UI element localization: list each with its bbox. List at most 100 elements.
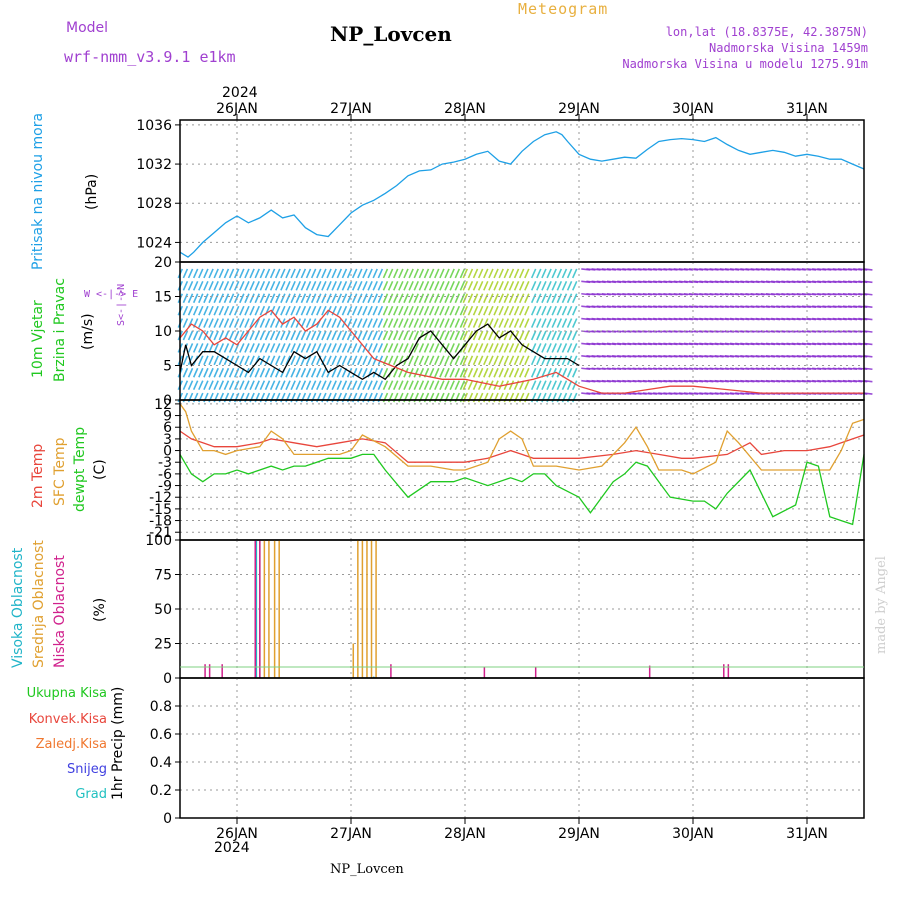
wind-side-label-2: Brzina i Pravac — [52, 278, 68, 382]
wind-barb — [571, 343, 578, 353]
wind-barb — [341, 305, 348, 316]
wind-barb — [418, 293, 425, 304]
wind-barb — [493, 343, 499, 353]
wind-barb — [321, 268, 327, 279]
wind-barb — [198, 343, 204, 353]
wind-barb — [561, 380, 568, 391]
wind-barb — [326, 268, 332, 279]
wind-barb — [498, 305, 504, 316]
wind-barb — [467, 293, 474, 304]
wind-barb — [418, 380, 425, 391]
wind-barb — [367, 305, 373, 316]
wind-barb — [551, 355, 557, 366]
wind-barb — [556, 367, 563, 378]
wind-barb — [508, 293, 515, 304]
wind-barb — [382, 330, 389, 341]
wind-barb — [346, 318, 353, 328]
wind-barb — [254, 318, 260, 328]
wind-barb — [192, 268, 199, 279]
wind-barb — [551, 280, 557, 291]
wind-barb — [524, 380, 530, 391]
wind-barb — [331, 380, 337, 391]
wind-barb — [223, 380, 230, 391]
wind-barb — [428, 330, 435, 341]
wind-barb — [546, 330, 552, 341]
wind-barb — [462, 355, 469, 366]
wind-barb — [290, 268, 296, 279]
wind-barb — [249, 305, 255, 316]
wind-barb — [571, 330, 578, 341]
wind-barb — [264, 380, 271, 391]
wind-barb — [377, 318, 384, 328]
wind-barb — [382, 305, 389, 316]
wind-barb — [233, 367, 240, 378]
wind-barb — [536, 355, 542, 366]
wind-barb — [387, 380, 394, 391]
wind-barb — [449, 355, 455, 366]
wind-barb — [244, 343, 250, 353]
wind-barb — [290, 280, 296, 291]
wind-barb — [336, 318, 343, 328]
wind-barb — [488, 330, 494, 341]
wind-barb — [269, 380, 276, 391]
wind-barb — [275, 293, 281, 304]
wind-barb — [387, 330, 394, 341]
wind-barb — [536, 343, 542, 353]
wind-barb — [472, 305, 479, 316]
wind-barb — [264, 280, 271, 291]
wind-barb — [290, 355, 296, 366]
wind-barb — [498, 343, 504, 353]
wind-barb — [561, 343, 568, 353]
wind-barb — [187, 305, 194, 316]
wind-barb — [459, 355, 466, 366]
wind-barb — [428, 293, 435, 304]
wind-barb — [524, 280, 530, 291]
y-tick-label: -9 — [158, 479, 172, 495]
wind-barb — [524, 268, 530, 279]
wind-barb — [546, 367, 552, 378]
wind-barb — [398, 330, 404, 341]
wind-barb — [182, 268, 189, 279]
wind-barb — [367, 280, 373, 291]
wind-barb — [264, 367, 271, 378]
wind-barb — [331, 367, 337, 378]
wind-barb — [275, 305, 281, 316]
wind-barb — [228, 318, 235, 328]
wind-barb — [408, 293, 414, 304]
y-tick-label: 100 — [145, 533, 172, 549]
wind-barb — [326, 318, 332, 328]
wind-barb — [336, 355, 343, 366]
wind-barb — [477, 268, 484, 279]
wind-barb — [449, 380, 455, 391]
wind-barb — [357, 305, 363, 316]
wind-barb — [561, 293, 568, 304]
wind-barb — [503, 343, 510, 353]
wind-barb — [546, 318, 552, 328]
wind-barb — [863, 379, 873, 383]
wind-barb — [541, 367, 547, 378]
coords-label: lon,lat (18.8375E, 42.3875N) — [665, 25, 868, 39]
wind-barb — [341, 380, 348, 391]
wind-barb — [467, 367, 474, 378]
wind-barb — [305, 355, 312, 366]
wind-barb — [561, 280, 568, 291]
wind-barb — [372, 305, 378, 316]
wind-barb — [439, 293, 445, 304]
wind-barb — [493, 305, 499, 316]
cloud-side-label-2: Srednja Oblacnost — [31, 540, 47, 668]
wind-barb — [428, 318, 435, 328]
wind-barb — [341, 355, 348, 366]
wind-barb — [357, 355, 363, 366]
wind-barb — [362, 367, 368, 378]
wind-barb — [254, 305, 260, 316]
wind-barb — [541, 355, 547, 366]
wind-barb — [493, 293, 499, 304]
wind-barb — [503, 293, 510, 304]
wind-barb — [566, 367, 573, 378]
wind-barb — [863, 367, 873, 371]
wind-barb — [428, 268, 435, 279]
wind-barb — [413, 305, 419, 316]
wind-barb — [310, 268, 317, 279]
wind-barb — [454, 268, 461, 279]
wind-barb — [459, 330, 466, 341]
